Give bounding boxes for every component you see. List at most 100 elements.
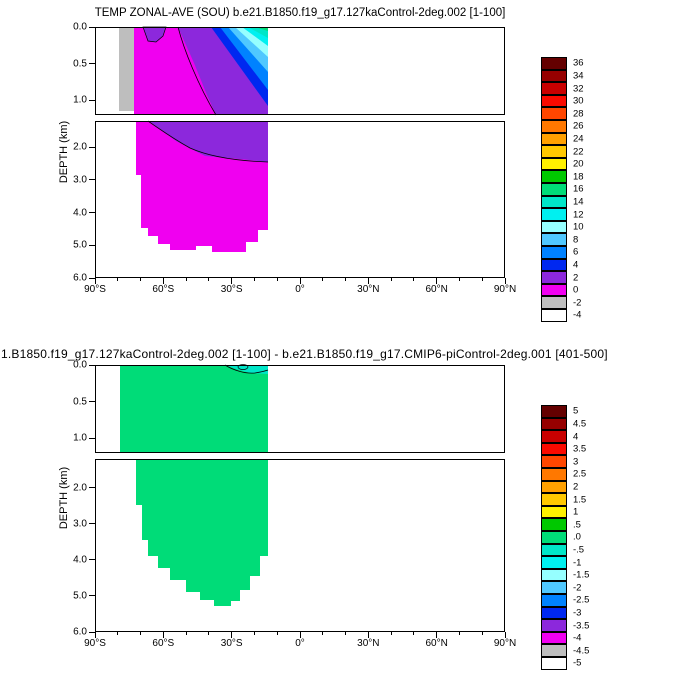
y-major-tick [89,631,95,633]
fig1-title: 1.B1850.f19_g17.127kaControl-2deg.002 [1… [1,347,608,361]
x-minor-tick [117,632,119,635]
x-tick-label: 30°S [220,638,243,649]
x-tick-label: 0° [295,638,305,649]
x-minor-tick [185,278,187,281]
y-major-tick [89,212,95,214]
y-major-tick [89,487,95,489]
colorbar-label: 14 [573,196,584,208]
x-minor-tick [413,632,415,635]
colorbar-swatch [541,220,567,234]
colorbar-swatch [541,430,567,443]
x-minor-tick [390,632,392,635]
y-major-tick [89,523,95,525]
colorbar-swatch [541,405,567,418]
colorbar-swatch [541,455,567,468]
colorbar-label: 34 [573,70,584,82]
y-major-tick [89,437,95,439]
colorbar-label: -1 [573,557,582,568]
colorbar-label: 5 [573,405,579,417]
colorbar-swatch [541,531,567,544]
colorbar-swatch [541,170,567,183]
x-major-tick [94,278,96,284]
y-major-tick [89,99,95,101]
y-tick-label: 0.5 [73,58,87,70]
colorbar-swatch [541,183,567,196]
colorbar-label: .5 [573,519,581,531]
colorbar-label: 10 [573,221,584,233]
x-minor-tick [208,632,210,635]
colorbar-label: 26 [573,120,584,132]
colorbar-swatch [541,468,567,481]
colorbar-label: 30 [573,95,584,107]
x-tick-label: 0° [295,284,305,295]
x-minor-tick [185,632,187,635]
x-minor-tick [322,632,324,635]
y-tick-label: 2.0 [73,141,87,153]
x-minor-tick [345,278,347,281]
y-tick-label: 1.0 [73,94,87,106]
colorbar-label: 32 [573,83,584,94]
colorbar-swatch [541,518,567,531]
colorbar-label: 1.5 [573,494,587,505]
colorbar-swatch [541,594,567,607]
colorbar-swatch [541,556,567,569]
colorbar-swatch [541,296,567,309]
y-tick-label: 0.0 [73,21,87,33]
y-tick-label: 3.0 [73,518,87,530]
y-tick-label: 4.0 [73,554,87,566]
y-tick-label: 2.0 [73,482,87,494]
colorbar-swatch [541,208,567,221]
colorbar-label: 16 [573,183,584,195]
y-major-tick [89,401,95,403]
fig1-upper-panel-frame [95,365,505,453]
x-minor-tick [481,632,483,635]
x-tick-label: 30°S [220,284,243,295]
colorbar-swatch [541,657,567,670]
colorbar-swatch [541,120,567,133]
colorbar-label: -4.5 [573,645,590,657]
x-tick-label: 90°S [84,284,106,295]
y-tick-label: 6.0 [73,626,87,638]
colorbar-swatch [541,417,567,431]
colorbar-label: -5 [573,657,582,669]
colorbar-swatch [541,258,567,272]
x-minor-tick [140,278,142,281]
colorbar-label: 20 [573,158,584,170]
y-tick-label: 6.0 [73,272,87,284]
colorbar-label: 18 [573,171,584,183]
colorbar-swatch [541,644,567,657]
x-tick-label: 60°N [425,638,448,649]
colorbar-label: .0 [573,531,581,543]
y-tick-label: 0.5 [73,396,87,408]
colorbar-label: 3 [573,456,579,468]
colorbar-label: -2 [573,297,582,309]
x-major-tick [504,278,506,284]
colorbar-label: -4 [573,309,582,321]
y-major-tick [89,277,95,279]
x-minor-tick [117,278,119,281]
x-minor-tick [322,278,324,281]
x-major-tick [231,278,233,284]
colorbar-swatch [541,480,567,494]
y-tick-label: 0.0 [73,359,87,371]
x-minor-tick [276,278,278,281]
x-minor-tick [253,278,255,281]
x-major-tick [299,632,301,638]
colorbar-label: -3 [573,607,582,619]
y-tick-label: 5.0 [73,239,87,251]
y-major-tick [89,63,95,65]
x-minor-tick [458,278,460,281]
colorbar-label: -2.5 [573,594,590,606]
fig0-title: TEMP ZONAL-AVE (SOU) b.e21.B1850.f19_g17… [94,7,506,19]
colorbar-swatch [541,309,567,322]
colorbar-label: 28 [573,108,584,120]
colorbar-label: 8 [573,234,579,246]
x-minor-tick [345,632,347,635]
y-major-tick [89,26,95,28]
x-minor-tick [208,278,210,281]
colorbar-swatch [541,606,567,620]
colorbar-swatch [541,631,567,645]
x-major-tick [367,632,369,638]
colorbar-label: 36 [573,57,584,69]
